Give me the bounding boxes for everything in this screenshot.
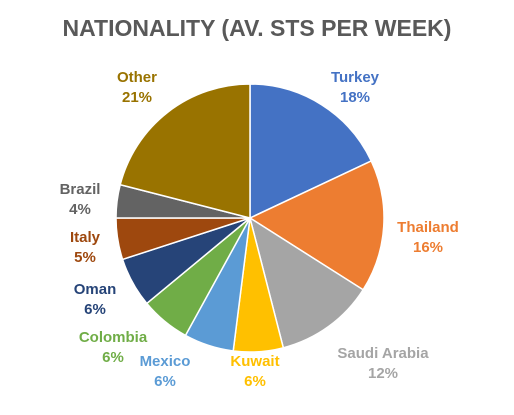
pie-slice (248, 216, 365, 349)
slice-value-label: 6% (84, 301, 106, 318)
slice-label: Saudi Arabia (337, 345, 429, 362)
slice-label: Brazil (60, 181, 101, 198)
slice-label: Other (117, 69, 157, 86)
pie-slice (249, 83, 373, 220)
slice-label: Mexico (140, 353, 191, 370)
slice-label: Kuwait (230, 353, 279, 370)
slice-value-label: 21% (122, 89, 152, 106)
slice-value-label: 4% (69, 201, 91, 218)
slice-label: Colombia (79, 329, 148, 346)
slice-value-label: 16% (413, 239, 443, 256)
slice-value-label: 12% (368, 365, 398, 382)
pie-slice (248, 159, 385, 291)
slice-label: Thailand (397, 219, 459, 236)
pie-slice (119, 83, 251, 219)
slice-value-label: 6% (102, 349, 124, 366)
slice-label: Turkey (331, 69, 380, 86)
slice-value-label: 5% (74, 249, 96, 266)
slice-value-label: 6% (154, 373, 176, 390)
chart-title: NATIONALITY (AV. STS PER WEEK) (63, 15, 452, 41)
slice-value-label: 6% (244, 373, 266, 390)
slice-label: Oman (74, 281, 117, 298)
slice-label: Italy (70, 229, 101, 246)
slice-value-label: 18% (340, 89, 370, 106)
